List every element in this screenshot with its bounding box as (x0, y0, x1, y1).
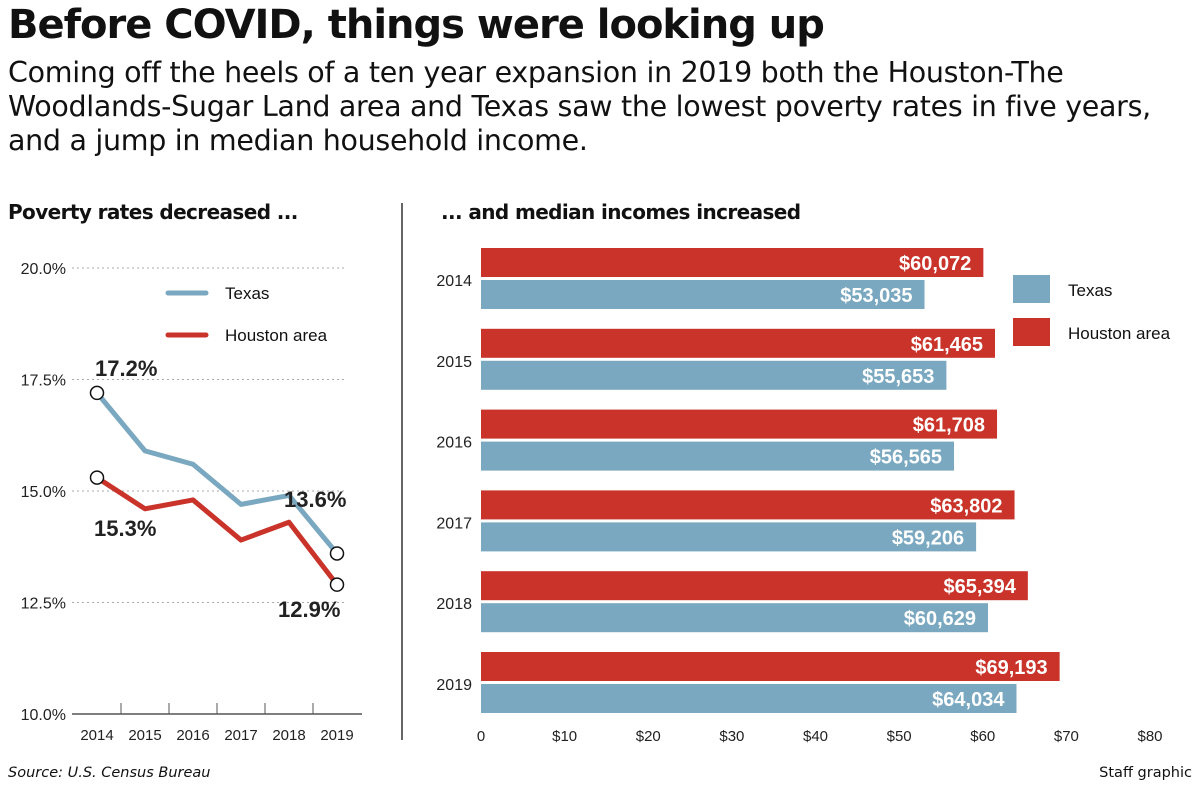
x-tick-label: $70 (1054, 728, 1079, 745)
legend-label: Houston area (1068, 324, 1171, 343)
category-label: 2018 (436, 596, 472, 613)
x-tick-label: $30 (719, 728, 744, 745)
bar-value-label: $59,206 (892, 527, 964, 549)
series-line-houston (95, 475, 339, 587)
chart-subtitle: Coming off the heels of a ten year expan… (8, 56, 1151, 157)
x-tick-label: $80 (1137, 728, 1162, 745)
x-tick-label: $40 (803, 728, 828, 745)
bar-value-label: $55,653 (862, 366, 934, 388)
bar-houston (481, 571, 1028, 601)
legend-label: Houston area (225, 326, 328, 345)
legend-swatch (1013, 275, 1050, 303)
bar-value-label: $63,802 (930, 495, 1002, 517)
bar-texas (481, 603, 989, 633)
panel-divider (401, 203, 403, 740)
chart-title: Before COVID, things were looking up (8, 2, 825, 48)
y-tick-label: 15.0% (21, 484, 66, 501)
x-tick-label: $50 (887, 728, 912, 745)
category-label: 2017 (436, 515, 472, 532)
data-point (89, 385, 105, 401)
data-label: 12.9% (278, 597, 340, 622)
bar-texas (481, 360, 947, 390)
data-point (329, 546, 345, 561)
bar-value-label: $64,034 (932, 689, 1005, 711)
series-line-texas (95, 391, 339, 556)
source-note: Source: U.S. Census Bureau (8, 765, 211, 781)
data-label: 13.6% (284, 487, 346, 512)
category-label: 2019 (436, 677, 472, 694)
bar-value-label: $56,565 (870, 447, 942, 469)
bar-texas (481, 522, 977, 552)
bar-value-label: $60,072 (899, 253, 971, 275)
category-label: 2015 (436, 354, 472, 371)
bar-houston (481, 490, 1015, 520)
x-tick-label: 2016 (176, 727, 209, 744)
category-label: 2014 (436, 273, 472, 290)
y-tick-label: 10.0% (21, 707, 66, 724)
x-tick-label: 0 (477, 728, 485, 745)
x-tick-label: 2015 (128, 727, 161, 744)
data-point (329, 577, 345, 592)
data-point (89, 470, 105, 485)
legend-label: Texas (225, 284, 269, 303)
category-label: 2016 (436, 435, 472, 452)
y-tick-label: 20.0% (21, 261, 66, 278)
y-tick-label: 12.5% (21, 596, 66, 613)
bar-chart-title: ... and median incomes increased (441, 200, 801, 224)
x-tick-label: $10 (552, 728, 577, 745)
x-tick-label: 2018 (272, 727, 305, 744)
bar-value-label: $69,193 (975, 657, 1047, 679)
bar-texas (481, 684, 1017, 713)
data-label: 17.2% (95, 356, 157, 381)
bar-houston (481, 328, 996, 358)
bar-value-label: $65,394 (944, 576, 1017, 598)
x-tick-label: 2017 (224, 727, 257, 744)
bar-value-label: $53,035 (840, 285, 912, 307)
bar-texas (481, 280, 925, 309)
credit-note: Staff graphic (1099, 765, 1192, 781)
x-tick-label: 2014 (80, 727, 113, 744)
bar-houston (481, 248, 984, 277)
bar-houston (481, 652, 1060, 681)
bar-value-label: $60,629 (904, 608, 976, 630)
bar-value-label: $61,708 (913, 415, 985, 437)
bar-value-label: $61,465 (911, 334, 983, 356)
data-label: 15.3% (94, 516, 156, 541)
legend-label: Texas (1068, 281, 1112, 300)
x-tick-label: $60 (970, 728, 995, 745)
bar-houston (481, 409, 998, 439)
legend-swatch (1013, 318, 1050, 346)
bar-texas (481, 441, 955, 471)
y-tick-label: 17.5% (21, 373, 66, 390)
x-tick-label: $20 (636, 728, 661, 745)
x-tick-label: 2019 (320, 727, 353, 744)
line-chart-title: Poverty rates decreased ... (8, 200, 298, 224)
